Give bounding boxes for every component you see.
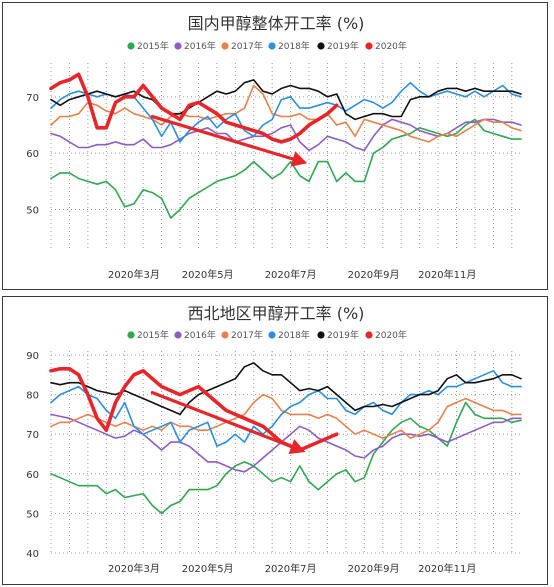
series-line-2019年 [50,79,522,121]
legend-marker [365,331,373,339]
y-tick-label: 50 [26,206,39,217]
y-tick-label: 40 [26,549,39,560]
series-line-2018年 [50,370,522,447]
legend-marker [317,331,325,339]
legend-item-2017年[interactable]: 2017年 [221,40,263,52]
legend-item-2020年[interactable]: 2020年 [365,40,407,52]
x-tick-label: 2020年3月 [108,268,160,281]
legend-label: 2020年 [375,329,407,341]
y-tick-label: 60 [26,470,39,481]
chart-title: 西北地区甲醇开工率 (%) [188,304,365,323]
legend-marker [127,42,135,50]
x-tick-label: 2020年9月 [348,268,400,281]
legend-item-2019年[interactable]: 2019年 [317,40,359,52]
legend-label: 2016年 [184,40,216,52]
y-tick-label: 90 [26,351,39,362]
legend-item-2017年[interactable]: 2017年 [221,329,263,341]
x-tick-label: 2020年5月 [182,268,234,281]
trend-arrow-head [288,439,306,454]
legend-label: 2020年 [375,40,407,52]
legend-label: 2017年 [231,40,263,52]
legend-marker [268,331,276,339]
legend-marker [174,331,182,339]
legend-item-2018年[interactable]: 2018年 [268,329,310,341]
x-tick-label: 2020年11月 [418,268,476,281]
legend-marker [174,42,182,50]
legend-item-2018年[interactable]: 2018年 [268,40,310,52]
legend-item-2015年[interactable]: 2015年 [127,40,169,52]
legend-label: 2019年 [327,329,359,341]
chart-svg-national: 国内甲醇整体开工率 (%) 2015年 2016年 2017年 2018年 2019年 20… [26,14,522,281]
legend-marker [317,42,325,50]
chart-title: 国内甲醇整体开工率 (%) [188,14,365,33]
legend-item-2020年[interactable]: 2020年 [365,329,407,341]
series-line-2015年 [50,401,522,515]
legend-label: 2018年 [278,40,310,52]
legend-label: 2015年 [137,329,169,341]
y-tick-label: 70 [26,93,39,104]
chart-panel-national: 国内甲醇整体开工率 (%) 2015年 2016年 2017年 2018年 2019年 20… [2,2,548,290]
x-tick-label: 2020年7月 [265,562,317,575]
series-line-2016年 [50,413,522,473]
legend-marker [268,42,276,50]
legend-marker [221,331,229,339]
series-line-2017年 [50,84,522,143]
chart-svg-northwest: 西北地区甲醇开工率 (%) 2015年 2016年 2017年 2018年 2019年 20… [26,304,522,575]
legend-item-2016年[interactable]: 2016年 [174,329,216,341]
legend-label: 2018年 [278,329,310,341]
trend-arrow-shaft [150,114,295,161]
legend-item-2019年[interactable]: 2019年 [317,329,359,341]
x-tick-label: 2020年7月 [265,268,317,281]
y-tick-label: 70 [26,430,39,441]
chart-panel-northwest: 西北地区甲醇开工率 (%) 2015年 2016年 2017年 2018年 2019年 20… [2,296,548,585]
y-tick-label: 60 [26,149,39,160]
y-tick-label: 80 [26,391,39,402]
x-tick-label: 2020年9月 [348,562,400,575]
legend-marker [365,42,373,50]
trend-arrow-head [290,151,308,167]
legend-label: 2019年 [327,40,359,52]
x-tick-label: 2020年3月 [108,562,160,575]
legend-label: 2015年 [137,40,169,52]
x-tick-label: 2020年11月 [418,562,476,575]
legend-label: 2017年 [231,329,263,341]
series-line-2018年 [50,81,522,143]
legend-item-2016年[interactable]: 2016年 [174,40,216,52]
series-line-2019年 [50,362,522,416]
legend-marker [127,331,135,339]
series-line-2017年 [50,393,522,439]
y-tick-label: 50 [26,509,39,520]
legend-marker [221,42,229,50]
legend-label: 2016年 [184,329,216,341]
trend-arrow-shaft [150,390,293,449]
legend-item-2015年[interactable]: 2015年 [127,329,169,341]
series-line-2020年 [49,72,339,144]
x-tick-label: 2020年5月 [182,562,234,575]
